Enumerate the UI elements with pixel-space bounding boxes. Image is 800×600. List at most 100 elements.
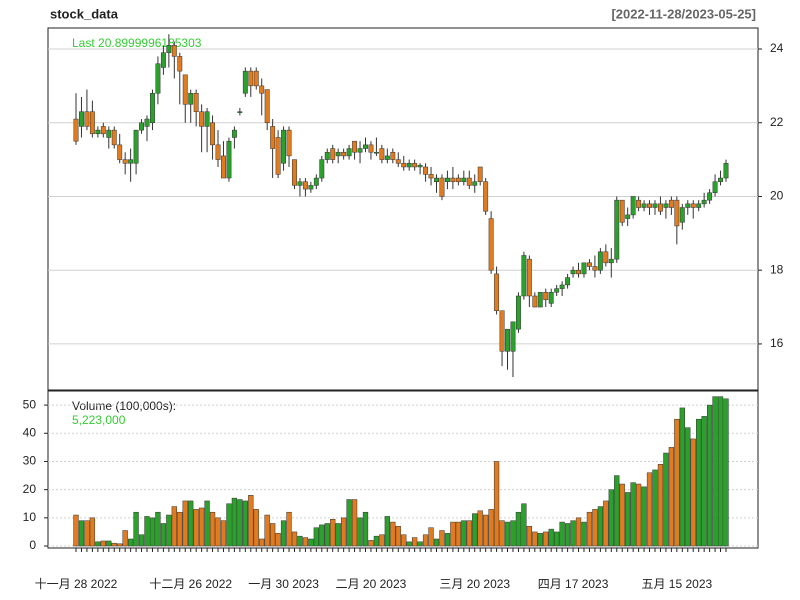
candle-body: [532, 295, 538, 308]
candle-body: [373, 151, 379, 154]
candle-body: [95, 129, 101, 135]
candle-body: [674, 199, 680, 227]
volume-bar: [188, 500, 194, 547]
candle-body: [231, 129, 237, 138]
candle-body: [275, 137, 281, 175]
volume-bar: [554, 531, 560, 547]
volume-bar: [619, 483, 625, 547]
x-tick-label: 一月 30 2023: [248, 577, 319, 591]
volume-bar: [127, 538, 134, 547]
candle-body: [270, 126, 276, 149]
volume-bar: [717, 396, 724, 547]
volume-bar: [357, 517, 363, 547]
volume-bar: [543, 531, 549, 547]
y-tick-label: 22: [770, 115, 784, 129]
volume-bar: [330, 518, 336, 547]
volume-bar: [193, 509, 199, 547]
candle-body: [330, 148, 336, 160]
candle-body: [701, 199, 707, 205]
volume-bar: [597, 506, 604, 547]
candle-body: [608, 258, 614, 264]
y-tick-label: 30: [23, 454, 37, 468]
volume-bar: [368, 540, 374, 547]
y-tick-label: 0: [29, 538, 36, 552]
candle-body: [423, 166, 429, 175]
candle-body: [368, 144, 374, 153]
candle-body: [450, 177, 456, 182]
candle-body: [630, 196, 636, 216]
y-tick-label: 50: [23, 397, 37, 411]
candle-body: [117, 144, 123, 160]
candle-body: [439, 177, 445, 197]
x-tick-label: 十一月 28 2022: [35, 577, 118, 591]
x-tick-label: 三月 20 2023: [439, 577, 510, 591]
candle-body: [89, 111, 95, 135]
volume-bar: [106, 540, 112, 547]
volume-bar: [499, 520, 505, 547]
candle-body: [521, 255, 527, 297]
candle-body: [237, 111, 243, 113]
candle-body: [428, 174, 434, 179]
candle-body: [139, 122, 144, 131]
candle-body: [597, 251, 603, 271]
volume-bar: [483, 514, 489, 547]
volume-bar: [466, 520, 472, 547]
volume-bar: [269, 523, 276, 547]
volume-bar: [559, 521, 565, 547]
volume-bar: [204, 500, 210, 547]
volume-bar: [488, 509, 494, 547]
candle-body: [576, 269, 581, 275]
volume-bar: [182, 500, 188, 547]
candle-body: [581, 262, 587, 275]
candle-body: [510, 321, 516, 352]
volume-bar: [111, 542, 117, 547]
volume-bar: [652, 469, 658, 547]
y-tick-label: 18: [770, 262, 784, 276]
candle-body: [461, 177, 467, 182]
candle-body: [297, 181, 303, 186]
y-tick-label: 40: [23, 425, 37, 439]
volume-bar: [308, 538, 314, 547]
candle-body: [111, 129, 117, 146]
volume-bar: [504, 521, 511, 547]
candle-body: [401, 163, 407, 168]
y-tick-label: 24: [770, 41, 784, 55]
candle-body: [226, 140, 232, 179]
candle-body: [548, 292, 554, 304]
candle-body: [188, 92, 194, 105]
volume-bar: [286, 511, 292, 547]
volume-bar: [614, 475, 620, 547]
candle-body: [636, 199, 642, 208]
volume-bar: [548, 528, 554, 547]
volume-bar: [248, 495, 254, 547]
volume-bar: [335, 523, 341, 547]
volume-bar: [723, 398, 729, 547]
volume-bar: [259, 538, 265, 547]
candle-body: [384, 155, 390, 160]
candle-body: [690, 203, 696, 208]
candle-body: [505, 328, 510, 352]
volume-bar: [679, 407, 685, 547]
candle-body: [679, 207, 685, 223]
volume-bar: [242, 500, 248, 547]
volume-bar: [362, 511, 369, 547]
candle-body: [286, 129, 292, 157]
volume-bar: [625, 492, 631, 547]
candle-body: [144, 118, 150, 127]
volume-bar: [635, 483, 642, 547]
volume-bar: [253, 509, 259, 547]
candle-body: [603, 251, 609, 264]
volume-bar: [275, 533, 281, 547]
volume-bar: [395, 526, 401, 547]
volume-bar: [171, 506, 177, 547]
volume-bar: [433, 538, 440, 547]
candle-body: [390, 151, 396, 160]
volume-bar: [177, 511, 183, 547]
candle-body: [166, 45, 172, 53]
candle-body: [100, 126, 106, 135]
volume-bar: [237, 499, 243, 547]
candle-body: [543, 292, 549, 300]
candle-body: [723, 163, 729, 179]
volume-bar: [406, 541, 412, 547]
